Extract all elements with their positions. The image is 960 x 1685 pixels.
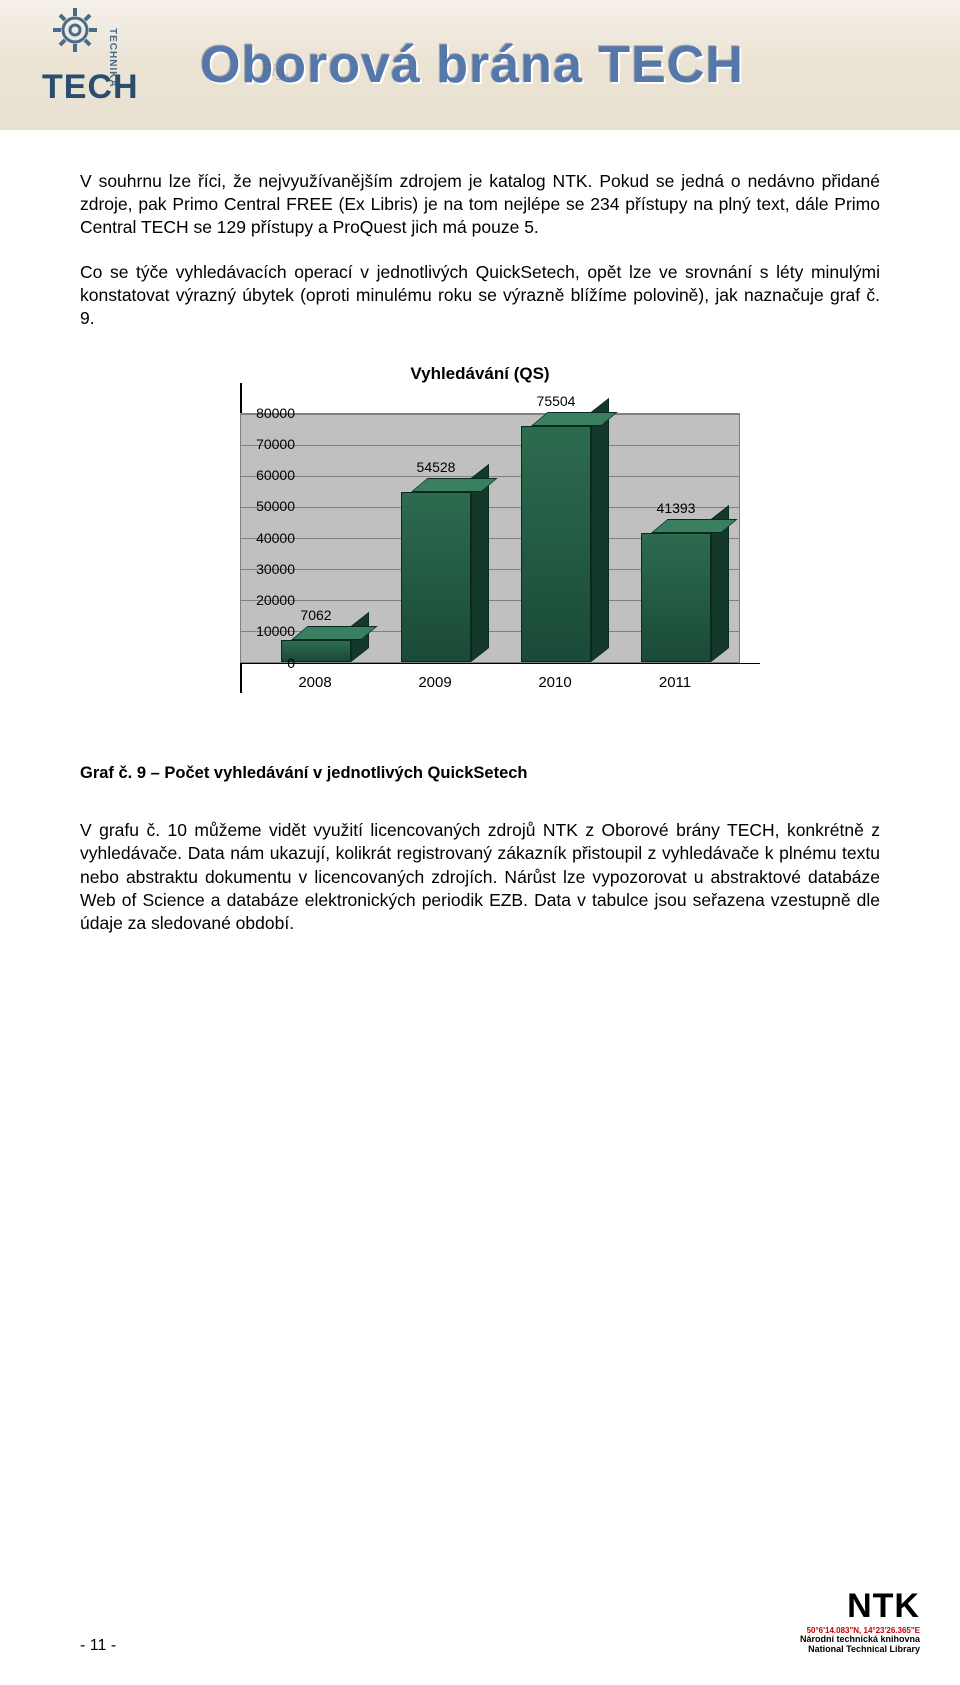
ytick: 30000 (235, 560, 295, 578)
bar-2010: 75504 (521, 426, 591, 662)
gear-icon (50, 5, 100, 55)
ytick: 10000 (235, 622, 295, 640)
ytick: 60000 (235, 466, 295, 484)
ytick: 40000 (235, 528, 295, 546)
footer: - 11 - NTK 50°6'14.083"N, 14°23'26.365"E… (80, 1587, 920, 1655)
bg-watermark: Fig. (260, 60, 290, 81)
xtick: 2008 (275, 673, 355, 693)
chart-title: Vyhledávání (QS) (160, 363, 800, 385)
ytick: 20000 (235, 591, 295, 609)
paragraph-1: V souhrnu lze říci, že nejvyužívanějším … (80, 170, 880, 239)
bar-2011: 41393 (641, 533, 711, 662)
ytick: 50000 (235, 497, 295, 515)
plot-area: 7062 54528 75504 41393 (240, 413, 740, 663)
ntk-logo-text: NTK (800, 1587, 920, 1626)
paragraph-2: Co se týče vyhledávacích operací v jedno… (80, 261, 880, 330)
xtick: 2011 (635, 673, 715, 693)
logo-main-text: TECH (42, 68, 139, 107)
xtick: 2010 (515, 673, 595, 693)
paragraph-3: V grafu č. 10 můžeme vidět využití licen… (80, 819, 880, 934)
xtick: 2009 (395, 673, 475, 693)
ytick: 70000 (235, 435, 295, 453)
content-area: V souhrnu lze říci, že nejvyužívanějším … (0, 130, 960, 935)
chart-qs: Vyhledávání (QS) 7062 54528 (160, 353, 800, 723)
ytick: 80000 (235, 403, 295, 421)
ntk-sub-en: National Technical Library (800, 1645, 920, 1655)
x-axis (240, 663, 760, 665)
bar-label: 54528 (401, 458, 471, 476)
bar-label: 41393 (641, 499, 711, 517)
bar-label: 75504 (521, 392, 591, 410)
ytick: 0 (235, 653, 295, 671)
page-number: - 11 - (80, 1637, 116, 1655)
ntk-logo: NTK 50°6'14.083"N, 14°23'26.365"E Národn… (800, 1587, 920, 1655)
chart-caption: Graf č. 9 – Počet vyhledávání v jednotli… (80, 763, 880, 785)
bar-2009: 54528 (401, 492, 471, 662)
header-band: TECHNIKA TECH Oborová brána TECH Fig. (0, 0, 960, 130)
